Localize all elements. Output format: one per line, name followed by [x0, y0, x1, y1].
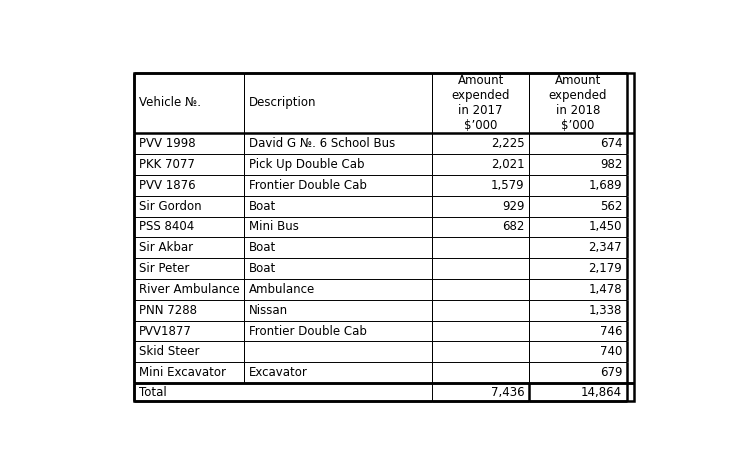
Text: PVV1877: PVV1877	[139, 325, 192, 338]
Text: Sir Akbar: Sir Akbar	[139, 241, 194, 254]
Text: PVV 1876: PVV 1876	[139, 179, 196, 192]
Text: 7,436: 7,436	[491, 386, 525, 399]
Text: 982: 982	[600, 158, 622, 171]
Text: 14,864: 14,864	[581, 386, 622, 399]
Text: Sir Peter: Sir Peter	[139, 262, 190, 275]
Text: Mini Bus: Mini Bus	[249, 220, 299, 234]
Text: Skid Steer: Skid Steer	[139, 345, 200, 358]
Text: 2,021: 2,021	[491, 158, 525, 171]
Text: Frontier Double Cab: Frontier Double Cab	[249, 179, 367, 192]
Text: Vehicle №.: Vehicle №.	[139, 97, 201, 109]
Text: 1,579: 1,579	[491, 179, 525, 192]
Text: 929: 929	[503, 200, 525, 212]
Text: Ambulance: Ambulance	[249, 283, 315, 296]
Text: Boat: Boat	[249, 200, 276, 212]
Text: PNN 7288: PNN 7288	[139, 304, 197, 317]
Text: River Ambulance: River Ambulance	[139, 283, 240, 296]
Text: Sir Gordon: Sir Gordon	[139, 200, 202, 212]
Text: Amount
expended
in 2018
$’000: Amount expended in 2018 $’000	[549, 74, 608, 132]
Text: Nissan: Nissan	[249, 304, 288, 317]
Text: 1,478: 1,478	[589, 283, 622, 296]
Text: Boat: Boat	[249, 241, 276, 254]
Text: 682: 682	[503, 220, 525, 234]
Text: PVV 1998: PVV 1998	[139, 137, 196, 150]
Text: 562: 562	[600, 200, 622, 212]
Text: Total: Total	[139, 386, 166, 399]
Text: Amount
expended
in 2017
$’000: Amount expended in 2017 $’000	[452, 74, 510, 132]
Text: PKK 7077: PKK 7077	[139, 158, 195, 171]
Text: 674: 674	[600, 137, 622, 150]
Text: 2,179: 2,179	[589, 262, 622, 275]
Text: Excavator: Excavator	[249, 366, 308, 379]
Bar	[134, 73, 634, 401]
Text: Mini Excavator: Mini Excavator	[139, 366, 226, 379]
Text: David G №. 6 School Bus: David G №. 6 School Bus	[249, 137, 395, 150]
Text: 679: 679	[600, 366, 622, 379]
Text: 1,338: 1,338	[589, 304, 622, 317]
Text: 740: 740	[600, 345, 622, 358]
Text: 1,450: 1,450	[589, 220, 622, 234]
Text: Frontier Double Cab: Frontier Double Cab	[249, 325, 367, 338]
Text: 2,347: 2,347	[589, 241, 622, 254]
Text: Boat: Boat	[249, 262, 276, 275]
Text: Description: Description	[249, 97, 316, 109]
Text: 1,689: 1,689	[589, 179, 622, 192]
Text: 746: 746	[600, 325, 622, 338]
Text: Pick Up Double Cab: Pick Up Double Cab	[249, 158, 364, 171]
Text: 2,225: 2,225	[491, 137, 525, 150]
Text: PSS 8404: PSS 8404	[139, 220, 194, 234]
